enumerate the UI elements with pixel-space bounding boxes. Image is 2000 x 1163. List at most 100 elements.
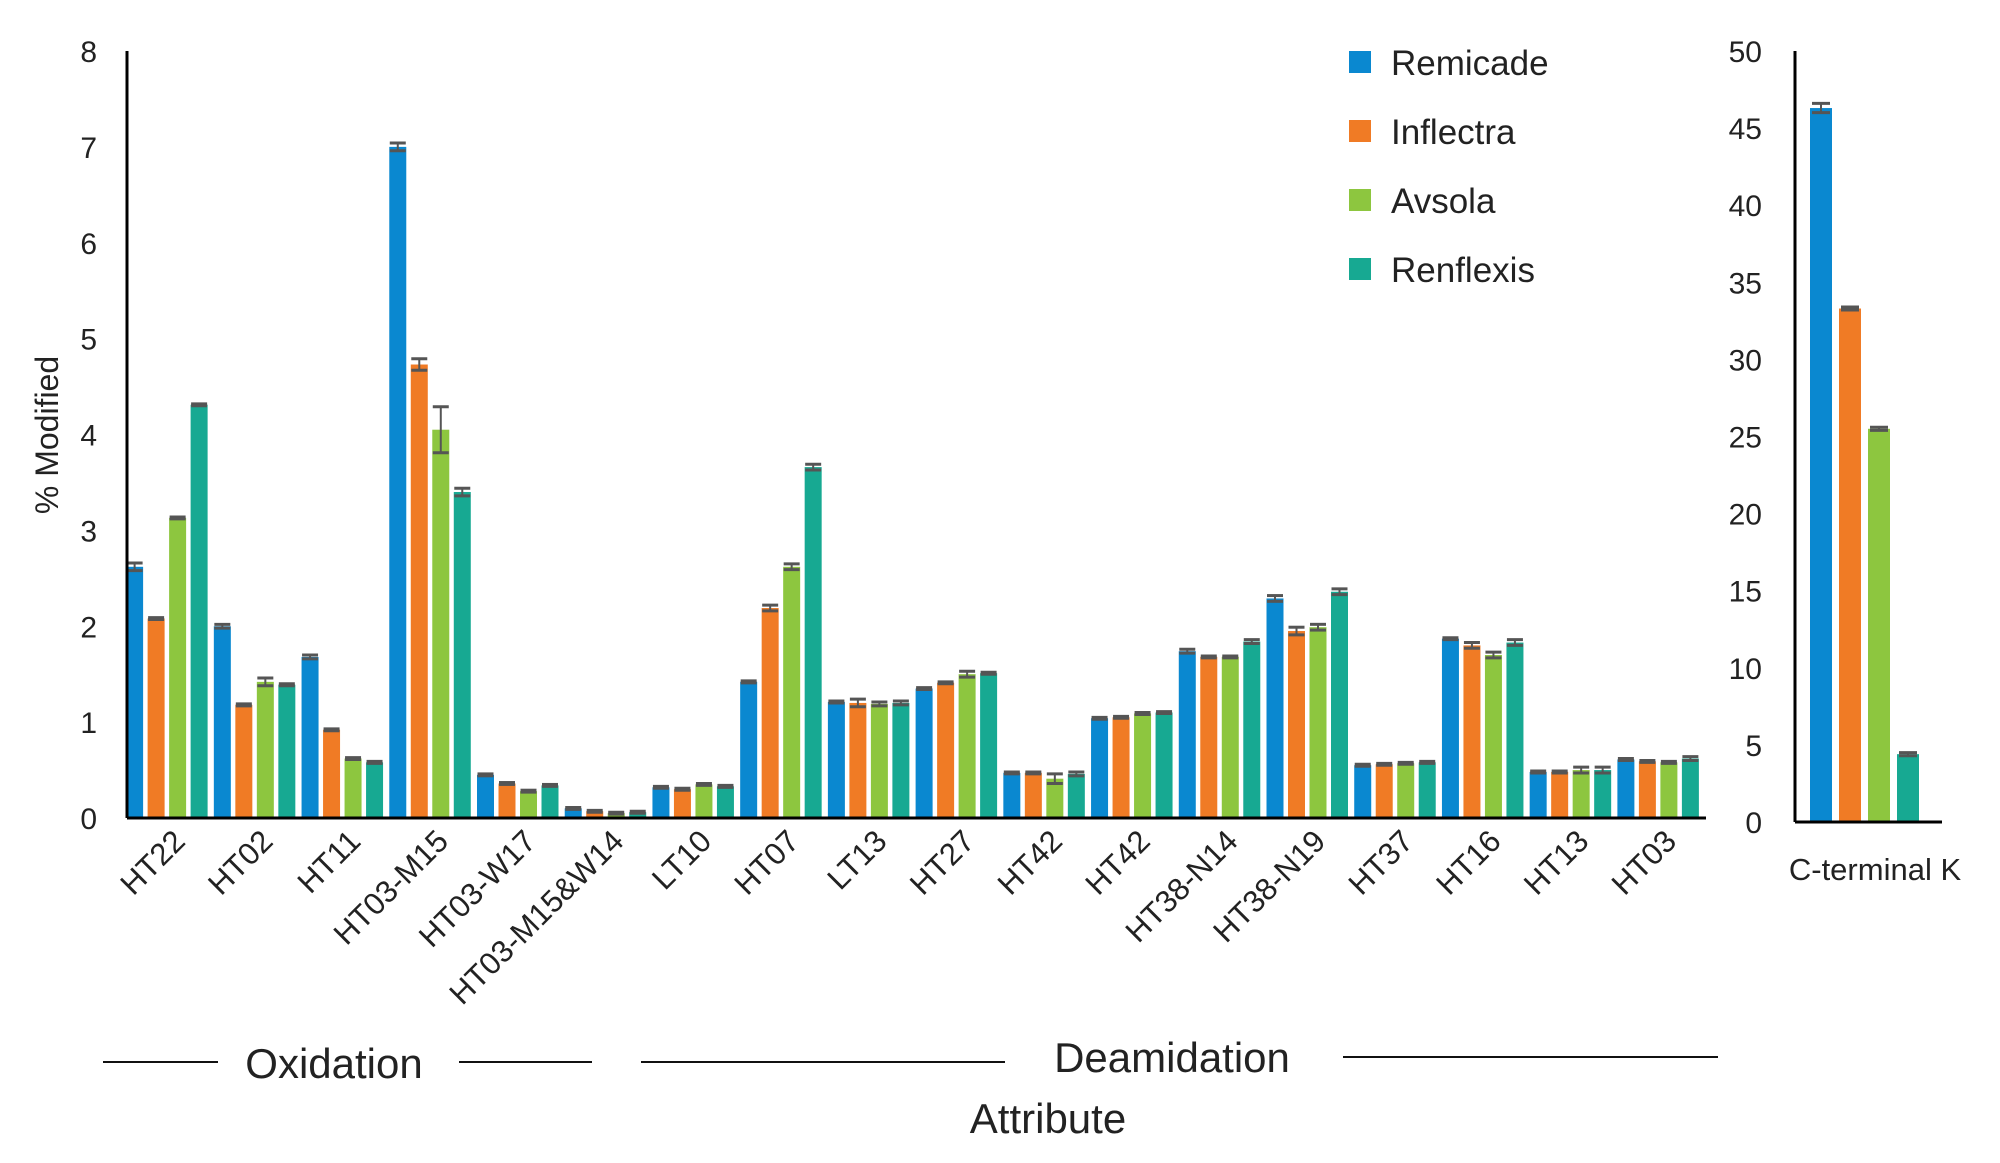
bar-avsola [1221, 656, 1239, 818]
bar-remicade [389, 146, 407, 818]
legend-label: Renflexis [1391, 251, 1535, 290]
bar-remicade [477, 774, 494, 818]
bar-inflectra [147, 618, 165, 818]
bar-group-ht38-n14 [1178, 638, 1261, 818]
bar-renflexis [541, 785, 559, 818]
bar-remicade [652, 787, 670, 818]
bar-avsola [520, 791, 537, 818]
bar-group-ht03-m15 [389, 141, 471, 818]
x-tick-label: HT42 [1078, 823, 1156, 901]
bar-remicade [126, 566, 144, 818]
legend-swatch [1349, 51, 1371, 73]
x-tick-label: HT42 [991, 823, 1069, 901]
legend-label: Remicade [1391, 44, 1549, 83]
bar-group-ht22 [126, 402, 208, 818]
right-y-tick-label: 40 [1729, 190, 1762, 223]
bar-avsola [344, 758, 362, 818]
x-tick-label: HT27 [903, 823, 981, 901]
bar-avsola [169, 517, 187, 818]
bar-group-ht42 [1091, 710, 1173, 818]
bar-group-ht13 [1529, 765, 1612, 818]
bar-renflexis [1681, 758, 1699, 818]
bar-group-ht03-m15-w14 [564, 805, 647, 818]
x-tick-label: HT02 [201, 823, 279, 901]
right-y-tick-label: 20 [1729, 499, 1762, 532]
bar-renflexis [980, 673, 998, 818]
left-y-tick-label: 1 [80, 707, 97, 740]
left-y-tick-label: 0 [80, 803, 97, 836]
legend-label: Avsola [1391, 182, 1496, 221]
right-y-tick-label: 0 [1745, 807, 1762, 840]
left-y-tick-label: 3 [80, 515, 97, 548]
bar-inflectra [1638, 761, 1656, 818]
bar-group-ht03 [1617, 755, 1699, 818]
x-tick-label: HT07 [728, 823, 806, 901]
bar-remicade [1354, 765, 1372, 818]
left-y-tick-label: 6 [80, 228, 97, 261]
group-label-oxidation: Oxidation [245, 1040, 422, 1087]
bar-renflexis [453, 492, 471, 818]
bar-inflectra [323, 729, 341, 818]
bar-renflexis [629, 812, 647, 818]
bar-group-ht27 [915, 669, 998, 818]
bar-inflectra [849, 702, 867, 818]
bar-inflectra [1551, 771, 1569, 818]
bar-group-c-terminal-k-avsola [1868, 425, 1890, 822]
bar-group-ht03-w17 [477, 772, 559, 818]
legend: Remicade Inflectra Avsola Renflexis [1349, 44, 1549, 290]
bar-remicade [213, 626, 231, 818]
x-tick-label: HT13 [1517, 823, 1595, 901]
bar-inflectra [1839, 308, 1861, 822]
bar-avsola [1309, 627, 1327, 818]
bar-inflectra [673, 789, 691, 818]
bar-remicade [564, 808, 582, 818]
right-category-label: C-terminal K [1789, 852, 1962, 887]
x-tick-label: LT10 [645, 823, 718, 896]
bar-remicade [1617, 759, 1635, 818]
bar-renflexis [1506, 642, 1524, 818]
bar-renflexis [1897, 754, 1919, 822]
bar-group-ht07 [740, 462, 822, 818]
bar-renflexis [1243, 641, 1261, 818]
right-y-tick-label: 25 [1729, 422, 1762, 455]
left-bars [126, 141, 1699, 818]
bar-avsola [783, 566, 801, 818]
bar-avsola [1134, 713, 1152, 818]
bar-renflexis [366, 762, 384, 818]
right-y-tick-label: 15 [1729, 576, 1762, 609]
bar-remicade [1529, 771, 1547, 818]
bar-renflexis [1594, 770, 1612, 818]
bar-avsola [695, 784, 713, 818]
bar-group-c-terminal-k-remicade [1810, 101, 1832, 822]
left-y-ticks: 0 1 2 3 4 5 6 7 8 [80, 36, 97, 836]
right-y-tick-label: 10 [1729, 653, 1762, 686]
bar-inflectra [1463, 645, 1481, 818]
legend-label: Inflectra [1391, 113, 1516, 152]
group-label-deamidation: Deamidation [1054, 1034, 1290, 1081]
bar-remicade [827, 701, 845, 818]
right-chart: 0 5 10 15 20 25 30 35 40 45 50 C-terminal K [1729, 36, 1962, 887]
left-y-tick-label: 7 [80, 132, 97, 165]
bar-inflectra [1200, 656, 1218, 818]
right-y-tick-label: 30 [1729, 344, 1762, 377]
bar-renflexis [190, 404, 208, 818]
bar-inflectra [1375, 764, 1393, 818]
bar-renflexis [1155, 712, 1173, 818]
bar-renflexis [278, 684, 296, 818]
bar-inflectra [1288, 631, 1305, 818]
left-y-tick-label: 2 [80, 611, 97, 644]
bar-group-ht02 [213, 622, 296, 818]
x-tick-label: LT13 [821, 823, 894, 896]
x-tick-label: HT03 [1605, 823, 1683, 901]
x-tick-label: HT37 [1342, 823, 1420, 901]
legend-swatch [1349, 258, 1371, 280]
bar-avsola [1660, 762, 1678, 818]
bar-avsola [1484, 655, 1502, 818]
legend-swatch [1349, 120, 1371, 142]
bar-group-ht16 [1441, 636, 1524, 818]
bar-group-c-terminal-k-renflexis [1897, 751, 1919, 822]
x-tick-label: HT11 [291, 823, 368, 900]
bar-avsola [870, 703, 888, 818]
bar-avsola [958, 674, 976, 818]
